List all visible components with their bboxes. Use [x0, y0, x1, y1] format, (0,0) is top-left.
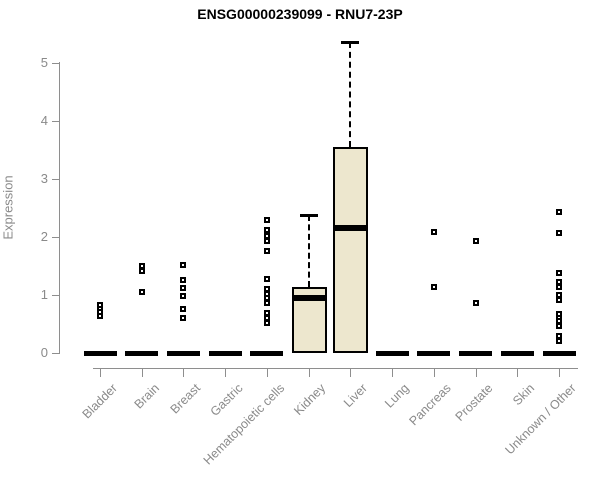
x-tick-label: Skin	[510, 381, 538, 409]
zero-median-bar	[166, 351, 200, 356]
upper-whisker	[349, 42, 352, 148]
y-axis-tick	[52, 179, 59, 180]
zero-median-bar	[375, 351, 409, 356]
zero-median-bar	[500, 351, 534, 356]
outlier-point	[180, 293, 187, 300]
zero-median-bar	[125, 351, 159, 356]
upper-whisker-cap	[299, 213, 318, 217]
outlier-point	[430, 283, 437, 290]
x-tick-label: Breast	[167, 381, 204, 417]
y-tick-label: 0	[40, 345, 48, 360]
x-tick-label: Gastric	[207, 381, 246, 419]
outlier-point	[556, 229, 562, 236]
outlier-point	[263, 315, 270, 322]
zero-median-bar	[417, 351, 451, 356]
x-axis-tick	[559, 369, 560, 377]
outlier-point	[263, 247, 270, 254]
y-axis-tick	[52, 63, 59, 64]
y-tick-label: 1	[40, 287, 48, 302]
outlier-point	[263, 216, 270, 223]
zero-median-bar	[542, 351, 576, 356]
x-tick-label: Hematopoietic cells	[200, 381, 287, 468]
x-axis-tick	[517, 369, 519, 377]
y-tick-label: 2	[40, 229, 48, 244]
outlier-point	[138, 267, 145, 274]
x-axis-tick	[141, 369, 143, 377]
zero-median-bar	[459, 351, 493, 356]
x-axis-line	[93, 368, 578, 369]
x-axis-tick	[308, 369, 310, 377]
outlier-point	[472, 300, 479, 307]
outlier-point	[180, 315, 187, 322]
x-tick-label: Brain	[131, 381, 162, 412]
outlier-point	[263, 276, 270, 283]
x-tick-label: Kidney	[291, 381, 329, 418]
y-axis-tick	[52, 353, 59, 354]
outlier-point	[556, 209, 562, 216]
outlier-point	[180, 285, 187, 292]
x-axis-tick	[225, 369, 227, 377]
outlier-point	[263, 238, 270, 245]
x-axis-tick	[183, 369, 185, 377]
y-tick-label: 4	[40, 113, 48, 128]
x-axis-tick	[100, 369, 101, 377]
x-axis-tick	[350, 369, 352, 377]
y-axis-tick	[52, 237, 59, 238]
outlier-point	[556, 284, 562, 291]
outlier-point	[180, 276, 187, 283]
median-line	[335, 225, 367, 232]
outlier-point	[263, 227, 270, 234]
outlier-point	[556, 269, 562, 276]
outlier-point	[556, 322, 562, 329]
x-tick-label: Pancreas	[406, 381, 454, 429]
upper-whisker	[307, 214, 310, 287]
outlier-point	[263, 309, 270, 316]
zero-median-bar	[83, 351, 117, 356]
y-tick-label: 3	[40, 171, 48, 186]
median-line	[293, 295, 325, 302]
x-axis-tick	[433, 369, 435, 377]
x-tick-label: Bladder	[79, 381, 120, 422]
chart-title: ENSG00000239099 - RNU7-23P	[197, 6, 403, 22]
outlier-point	[472, 238, 479, 245]
upper-whisker-cap	[341, 41, 360, 45]
outlier-point	[180, 305, 187, 312]
y-axis-tick	[52, 295, 59, 296]
outlier-point	[97, 312, 103, 319]
x-tick-label: Liver	[341, 381, 371, 411]
outlier-point	[556, 337, 562, 344]
zero-median-bar	[250, 351, 284, 356]
zero-median-bar	[208, 351, 242, 356]
outlier-point	[138, 289, 145, 296]
y-tick-label: 5	[40, 55, 48, 70]
x-tick-label: Lung	[382, 381, 412, 411]
outlier-point	[556, 278, 562, 285]
y-axis-title: Expression	[0, 175, 16, 240]
outlier-point	[263, 300, 270, 307]
box	[333, 147, 369, 353]
outlier-point	[556, 332, 562, 339]
outlier-point	[180, 261, 187, 268]
x-axis-tick	[266, 369, 268, 377]
outlier-point	[430, 229, 437, 236]
y-axis-tick	[52, 121, 59, 122]
x-tick-label: Prostate	[452, 381, 496, 424]
x-axis-tick	[475, 369, 477, 377]
x-axis-tick	[392, 369, 394, 377]
y-axis-line	[59, 62, 60, 354]
outlier-point	[263, 320, 270, 327]
outlier-point	[556, 296, 562, 303]
outlier-point	[263, 232, 270, 239]
